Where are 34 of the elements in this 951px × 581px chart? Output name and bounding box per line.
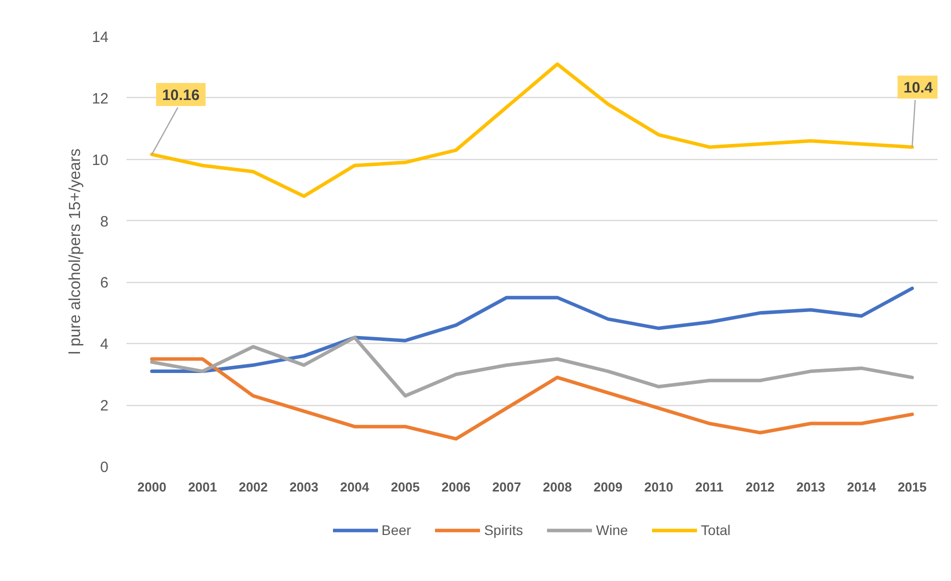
x-tick-label: 2003 xyxy=(289,480,318,494)
x-tick-label: 2014 xyxy=(847,480,877,494)
y-tick-label: 10 xyxy=(92,152,109,169)
y-tick-label: 2 xyxy=(100,398,108,415)
x-tick-label: 2001 xyxy=(188,480,217,494)
line-series xyxy=(150,286,914,374)
y-tick-label: 8 xyxy=(100,213,108,230)
legend-label: Spirits xyxy=(484,522,523,538)
annotation: 10.4 xyxy=(904,80,934,97)
legend-label: Beer xyxy=(382,522,412,538)
y-tick-label: 4 xyxy=(100,336,108,354)
x-tick-label: 2000 xyxy=(137,480,166,494)
y-axis-title: l pure alcohol/pers 15+/years xyxy=(66,148,84,354)
legend-label: Wine xyxy=(596,522,628,538)
x-tick-label: 2015 xyxy=(898,480,927,494)
y-tick-label: 14 xyxy=(92,29,109,46)
x-tick-label: 2005 xyxy=(390,480,420,494)
x-tick-label: 2013 xyxy=(796,480,826,494)
x-tick-label: 2002 xyxy=(238,480,268,494)
x-tick-label: 2012 xyxy=(746,480,775,494)
annotation: 10.16 xyxy=(162,86,200,104)
x-tick-label: 2006 xyxy=(442,480,470,494)
x-tick-label: 2008 xyxy=(542,480,572,494)
line-series xyxy=(150,336,914,398)
x-tick-label: 2007 xyxy=(492,480,522,494)
x-tick-label: 2009 xyxy=(594,480,622,494)
x-tick-label: 2011 xyxy=(695,480,724,494)
x-tick-label: 2004 xyxy=(340,480,370,494)
legend-label: Total xyxy=(700,522,730,538)
y-tick-label: 12 xyxy=(92,90,109,108)
y-tick-label: 0 xyxy=(100,459,108,476)
line-series xyxy=(150,357,914,441)
x-tick-label: 2010 xyxy=(644,480,674,494)
y-tick-label: 6 xyxy=(100,274,108,292)
